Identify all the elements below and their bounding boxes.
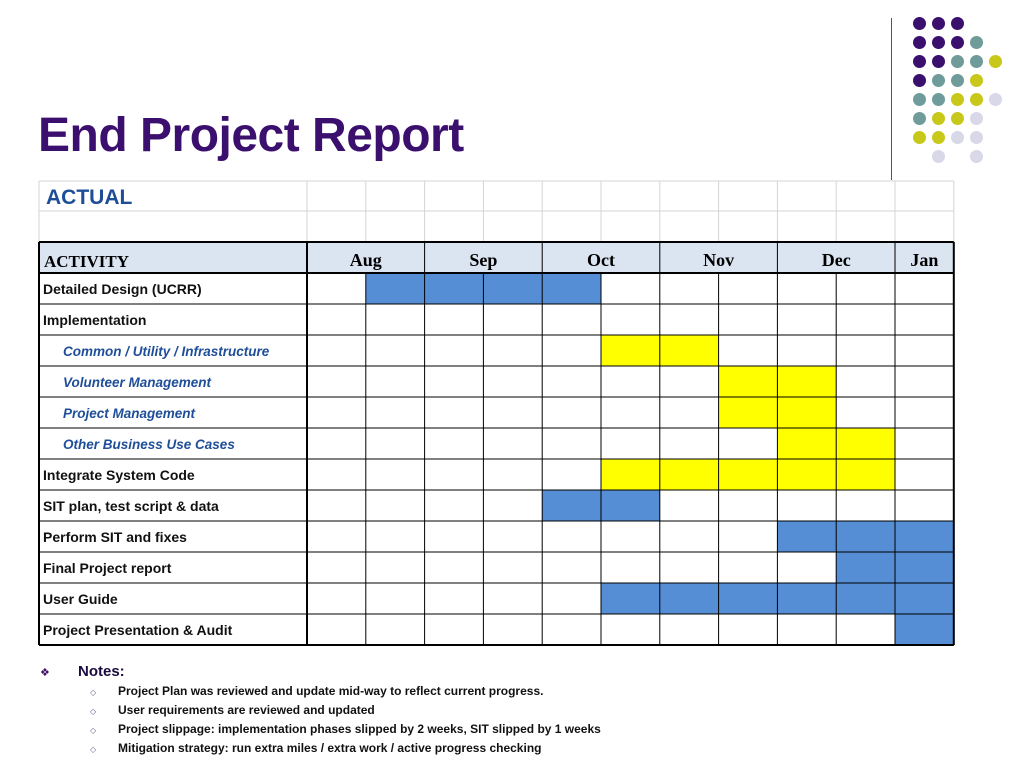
- diamond-bullet-icon: ◇: [90, 745, 97, 754]
- decorative-dot: [970, 112, 983, 125]
- gantt-bar: [601, 335, 660, 366]
- month-label: Aug: [350, 250, 382, 270]
- gantt-bar: [718, 459, 778, 490]
- activity-sub-label: Other Business Use Cases: [63, 437, 235, 452]
- gantt-bar: [601, 459, 660, 490]
- activity-label: SIT plan, test script & data: [43, 498, 219, 514]
- activity-label: User Guide: [43, 591, 118, 607]
- activity-sub-label: Volunteer Management: [63, 375, 212, 390]
- gantt-bar: [836, 521, 895, 552]
- decorative-dot: [932, 17, 945, 30]
- decorative-dot: [932, 112, 945, 125]
- diamond-bullet-icon: ❖: [40, 667, 50, 679]
- activity-label: Final Project report: [43, 560, 172, 576]
- activity-label: Detailed Design (UCRR): [43, 281, 202, 297]
- gantt-bar: [718, 397, 778, 428]
- decorative-dot: [951, 131, 964, 144]
- gantt-bar: [777, 428, 837, 459]
- decorative-dot: [913, 36, 926, 49]
- decorative-dot: [970, 55, 983, 68]
- decorative-dot: [970, 93, 983, 106]
- month-label: Jan: [910, 250, 938, 270]
- activity-sub-label: Common / Utility / Infrastructure: [63, 344, 270, 359]
- activity-label: Project Presentation & Audit: [43, 622, 233, 638]
- diamond-bullet-icon: ◇: [90, 707, 97, 716]
- month-label: Sep: [469, 250, 497, 270]
- decorative-dot: [951, 55, 964, 68]
- gantt-bar: [895, 521, 954, 552]
- activity-label: Implementation: [43, 312, 146, 328]
- activity-label: Integrate System Code: [43, 467, 195, 483]
- decorative-dot: [913, 74, 926, 87]
- gantt-bar: [895, 583, 954, 614]
- decorative-dot: [951, 74, 964, 87]
- gantt-bar: [365, 273, 425, 304]
- header-row: [39, 242, 954, 273]
- decorative-dot: [932, 93, 945, 106]
- gantt-bar: [777, 397, 837, 428]
- section-label: ACTUAL: [46, 186, 132, 209]
- gantt-bar: [659, 335, 719, 366]
- gantt-bar: [424, 273, 484, 304]
- gantt-chart: ACTUAL Aug Sep Oct Nov Dec Jan ACTIVITY Detailed…: [38, 180, 955, 646]
- decorative-dot: [932, 55, 945, 68]
- decorative-dot: [970, 74, 983, 87]
- notes-heading: Notes:: [78, 663, 125, 680]
- diamond-bullet-icon: ◇: [90, 688, 97, 697]
- gantt-bar: [895, 614, 954, 645]
- gantt-bar: [659, 459, 719, 490]
- gantt-bar: [777, 583, 837, 614]
- decorative-dot: [913, 93, 926, 106]
- decorative-dot: [989, 55, 1002, 68]
- decorative-dot: [951, 112, 964, 125]
- gantt-bar: [483, 273, 543, 304]
- gantt-bar: [777, 521, 837, 552]
- gantt-bar: [836, 459, 895, 490]
- diamond-bullet-icon: ◇: [90, 726, 97, 735]
- slide-title: End Project Report: [38, 109, 464, 162]
- activity-header: ACTIVITY: [44, 252, 129, 271]
- decorative-dot: [970, 150, 983, 163]
- decorative-dot: [932, 74, 945, 87]
- decorative-dot: [913, 55, 926, 68]
- gantt-bar: [836, 552, 895, 583]
- decorative-dot: [970, 131, 983, 144]
- note-item: Project Plan was reviewed and update mid…: [118, 684, 544, 698]
- activity-label: Perform SIT and fixes: [43, 529, 187, 545]
- decorative-dot: [913, 112, 926, 125]
- gantt-bar: [836, 583, 895, 614]
- note-item: Project slippage: implementation phases …: [118, 722, 601, 736]
- activity-sub-label: Project Management: [63, 406, 196, 421]
- gantt-bar: [836, 428, 895, 459]
- decorative-dot: [932, 131, 945, 144]
- gantt-bar: [542, 273, 601, 304]
- gantt-bar: [601, 583, 660, 614]
- gantt-bar: [777, 366, 837, 397]
- gantt-bar: [718, 583, 778, 614]
- month-label: Oct: [587, 250, 615, 270]
- decorative-dot: [913, 17, 926, 30]
- divider-line: [891, 18, 892, 180]
- decorative-dot: [951, 36, 964, 49]
- decorative-dot: [989, 93, 1002, 106]
- decorative-dot: [951, 17, 964, 30]
- gantt-bar: [659, 583, 719, 614]
- decorative-dot: [913, 131, 926, 144]
- gantt-bar: [542, 490, 601, 521]
- gantt-bar: [718, 366, 778, 397]
- gantt-bar: [601, 490, 660, 521]
- decorative-dot: [932, 150, 945, 163]
- decorative-dot: [932, 36, 945, 49]
- note-item: Mitigation strategy: run extra miles / e…: [118, 741, 542, 755]
- gantt-bar: [895, 552, 954, 583]
- month-label: Dec: [822, 250, 851, 270]
- decorative-dot: [951, 93, 964, 106]
- decorative-dot: [970, 36, 983, 49]
- gantt-bar: [777, 459, 837, 490]
- month-label: Nov: [703, 250, 734, 270]
- note-item: User requirements are reviewed and updat…: [118, 703, 375, 717]
